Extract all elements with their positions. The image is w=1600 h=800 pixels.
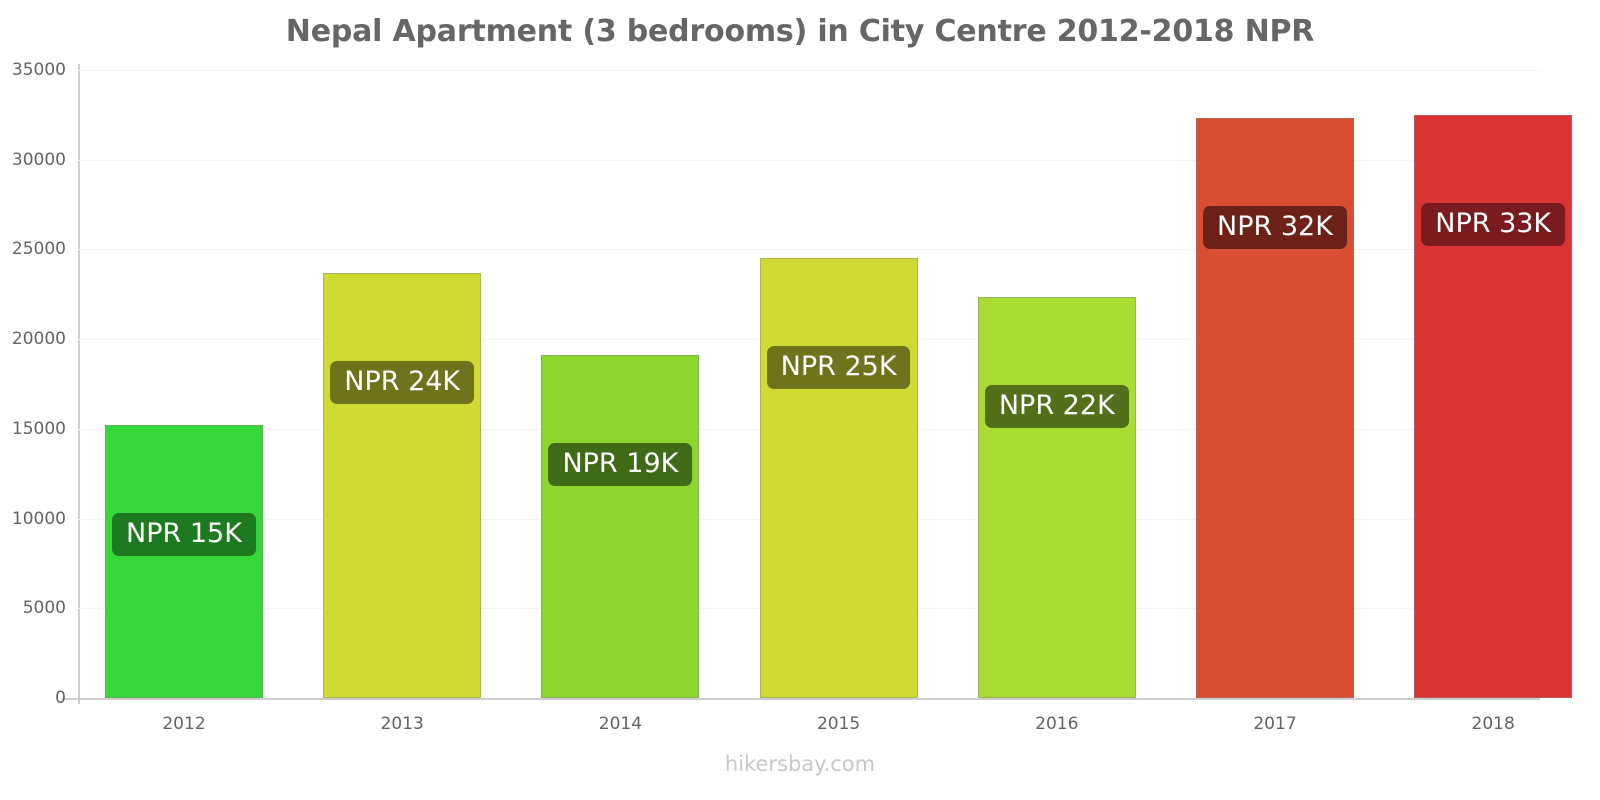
y-tick-label: 10000 [11, 508, 66, 529]
bar[interactable] [977, 296, 1136, 698]
y-tick-label: 35000 [11, 60, 66, 80]
bar[interactable] [759, 257, 918, 698]
x-tick-label: 2012 [162, 714, 206, 734]
bar-value-label: NPR 22K [984, 384, 1129, 428]
y-tick-label: 25000 [11, 239, 66, 260]
bar-value-label: NPR 15K [112, 513, 256, 557]
bar-value-label: NPR 25K [766, 345, 911, 389]
x-axis-line [62, 698, 1540, 700]
x-tick-label: 2017 [1253, 714, 1297, 734]
gridline [78, 70, 1540, 71]
x-tick-label: 2013 [380, 714, 424, 734]
plot-area: NPR 15K NPR 24K NPR 19K NPR 25K NPR 22K NPR 3… [78, 70, 1573, 698]
page-title: Nepal Apartment (3 bedrooms) in City Cen… [285, 14, 1315, 49]
bar[interactable] [105, 425, 263, 698]
y-tick-label: 15000 [11, 418, 66, 439]
bar-value-label: NPR 19K [548, 443, 693, 487]
y-tick-label: 30000 [11, 149, 66, 170]
bar[interactable] [323, 272, 482, 698]
gridline [78, 249, 1540, 251]
bar-value-label: NPR 33K [1421, 202, 1566, 246]
bar-value-label: NPR 32K [1203, 206, 1347, 250]
x-tick-label: 2015 [816, 714, 861, 734]
y-tick-label: 0 [55, 688, 66, 708]
bar-value-label: NPR 24K [330, 360, 475, 404]
y-tick-label: 5000 [22, 598, 66, 619]
x-tick-label: 2014 [598, 714, 643, 734]
bar[interactable] [541, 355, 700, 698]
bar[interactable] [1196, 118, 1354, 698]
y-axis-line [78, 64, 80, 704]
x-tick-label: 2018 [1471, 714, 1515, 734]
y-tick-label: 20000 [11, 329, 66, 350]
footer-credit: hikersbay.com [724, 752, 876, 776]
gridline [78, 159, 1540, 161]
x-tick-label: 2016 [1035, 714, 1079, 734]
